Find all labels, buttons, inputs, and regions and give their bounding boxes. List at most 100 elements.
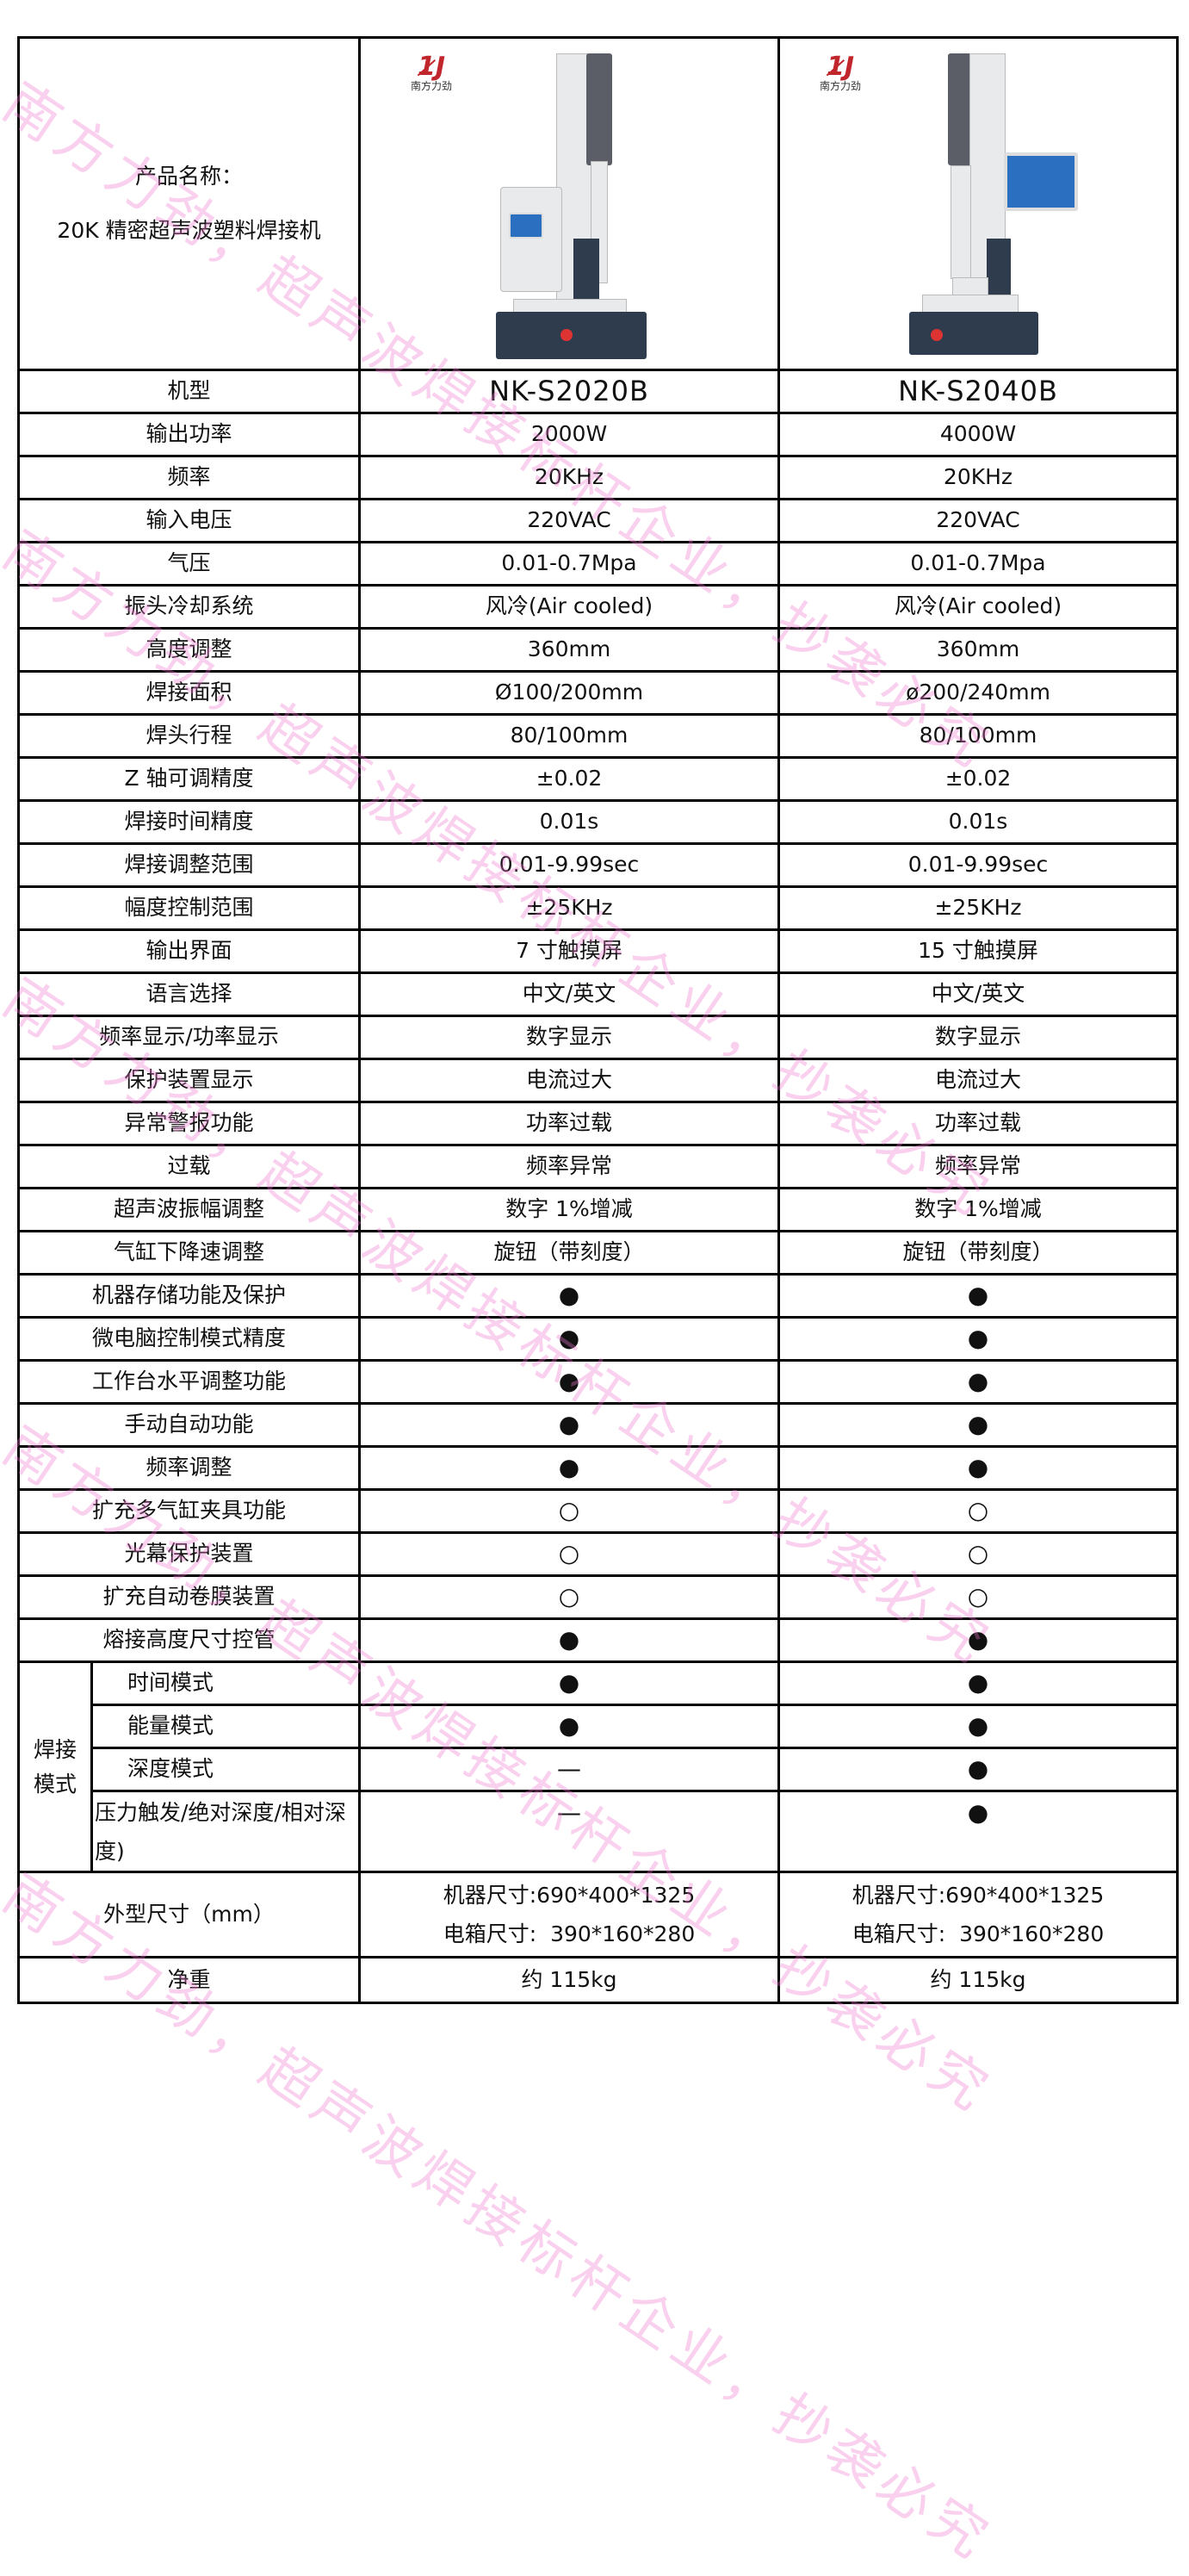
spec-value-b: 360mm xyxy=(777,627,1179,673)
spec-value-a: 功率过载 xyxy=(358,1101,780,1146)
spec-value-a: ● xyxy=(358,1359,780,1405)
spec-value-a: 频率异常 xyxy=(358,1144,780,1189)
spec-row: 扩充自动卷膜装置 ○ ○ xyxy=(17,1574,1179,1620)
spec-row: 焊头行程 80/100mm 80/100mm xyxy=(17,713,1179,759)
spec-label: 输出界面 xyxy=(17,928,361,974)
spec-row: 微电脑控制模式精度 ● ● xyxy=(17,1316,1179,1362)
spec-value-b: 80/100mm xyxy=(777,713,1179,759)
spec-row: 超声波振幅调整 数字 1%增减 数字 1%增减 xyxy=(17,1187,1179,1232)
weld-mode-value-b: ● xyxy=(777,1660,1179,1706)
spec-row: 手动自动功能 ● ● xyxy=(17,1402,1179,1448)
spec-row: 振头冷却系统 风冷(Air cooled) 风冷(Air cooled) xyxy=(17,584,1179,630)
machine-size: 机器尺寸:690*400*1325 xyxy=(443,1883,696,1908)
brand-logo: 1̷J 南方力劲 xyxy=(410,51,452,92)
spec-row: 机器存储功能及保护 ● ● xyxy=(17,1273,1179,1319)
weight-row: 净重约 115kg 约 115kg xyxy=(17,1956,1179,2004)
spec-value-a: ● xyxy=(358,1273,780,1319)
weld-mode-label: 深度模式 xyxy=(90,1747,361,1792)
model-a: NK-S2020B xyxy=(358,369,780,414)
brand-logo: 1̷J 南方力劲 xyxy=(819,51,861,92)
spec-value-b: ○ xyxy=(777,1531,1179,1577)
spec-value-a: 旋钮（带刻度） xyxy=(358,1230,780,1276)
spec-value-b: ● xyxy=(777,1316,1179,1362)
spec-label: 微电脑控制模式精度 xyxy=(17,1316,361,1362)
spec-value-b: ±25KHz xyxy=(777,885,1179,931)
weld-mode-row: 深度模式 — ● xyxy=(19,1747,1179,1792)
spec-row: Z 轴可调精度 ±0.02 ±0.02 xyxy=(17,756,1179,802)
weld-mode-group-label: 焊接模式 xyxy=(17,1660,93,1873)
spec-value-b: ±0.02 xyxy=(777,756,1179,802)
spec-value-b: 0.01-0.7Mpa xyxy=(777,541,1179,587)
weld-mode-row: 焊接模式 时间模式 ● ● xyxy=(17,1660,1179,1873)
electric-box-size: 电箱尺寸: 390*160*280 xyxy=(851,1921,1105,1946)
spec-row: 异常警报功能 功率过载 功率过载 xyxy=(17,1101,1179,1146)
spec-value-a: 数字 1%增减 xyxy=(358,1187,780,1232)
spec-value-b: 频率异常 xyxy=(777,1144,1179,1189)
weld-mode-row: 能量模式 ● ● xyxy=(19,1704,1179,1749)
spec-label: 频率调整 xyxy=(17,1445,361,1491)
spec-value-a: 风冷(Air cooled) xyxy=(358,584,780,630)
weight-value-a: 约 115kg xyxy=(358,1956,780,2004)
spec-label: 高度调整 xyxy=(17,627,361,673)
spec-value-a: 2000W xyxy=(358,412,780,457)
spec-row: 高度调整 360mm 360mm xyxy=(17,627,1179,673)
spec-row: 气缸下降速调整 旋钮（带刻度） 旋钮（带刻度） xyxy=(17,1230,1179,1276)
spec-value-a: 360mm xyxy=(358,627,780,673)
weld-mode-label: 能量模式 xyxy=(90,1704,361,1749)
machine-image: 1̷J 南方力劲 xyxy=(411,49,698,359)
spec-value-b: 0.01-9.99sec xyxy=(777,842,1179,888)
dimensions-value-a: 机器尺寸:690*400*1325 电箱尺寸: 390*160*280 xyxy=(358,1871,780,1958)
spec-label: 频率 xyxy=(17,455,361,500)
spec-value-b: ● xyxy=(777,1617,1179,1663)
weight-label: 净重 xyxy=(17,1956,361,2004)
spec-value-b: 4000W xyxy=(777,412,1179,457)
spec-value-b: ø200/240mm xyxy=(777,670,1179,716)
spec-row: 工作台水平调整功能 ● ● xyxy=(17,1359,1179,1405)
spec-row: 过载 频率异常 频率异常 xyxy=(17,1144,1179,1189)
weld-mode-row: 压力触发/绝对深度/相对深度) — ● xyxy=(19,1790,1179,1873)
spec-label: 扩充自动卷膜装置 xyxy=(17,1574,361,1620)
spec-value-a: ±0.02 xyxy=(358,756,780,802)
machine-image: 1̷J 南方力劲 xyxy=(820,49,1107,359)
spec-row: 焊接面积 Ø100/200mm ø200/240mm xyxy=(17,670,1179,716)
product-name: 20K 精密超声波塑料焊接机 xyxy=(57,217,321,243)
product-row: 产品名称： 20K 精密超声波塑料焊接机 1̷J 南方力劲 xyxy=(17,36,1179,371)
spec-label: 光幕保护装置 xyxy=(17,1531,361,1577)
spec-label: 输入电压 xyxy=(17,498,361,543)
spec-value-a: ○ xyxy=(358,1574,780,1620)
spec-row: 幅度控制范围 ±25KHz ±25KHz xyxy=(17,885,1179,931)
spec-value-a: 0.01-9.99sec xyxy=(358,842,780,888)
spec-value-b: ● xyxy=(777,1402,1179,1448)
spec-label: 气压 xyxy=(17,541,361,587)
spec-value-b: 数字 1%增减 xyxy=(777,1187,1179,1232)
spec-value-b: 数字显示 xyxy=(777,1015,1179,1060)
spec-row: 频率显示/功率显示 数字显示 数字显示 xyxy=(17,1015,1179,1060)
spec-value-b: ○ xyxy=(777,1574,1179,1620)
spec-value-b: 15 寸触摸屏 xyxy=(777,928,1179,974)
spec-value-a: 中文/英文 xyxy=(358,971,780,1017)
spec-row: 输出功率 2000W 4000W xyxy=(17,412,1179,457)
spec-label: 熔接高度尺寸控管 xyxy=(17,1617,361,1663)
weld-mode-label: 压力触发/绝对深度/相对深度) xyxy=(90,1790,361,1873)
model-label: 机型 xyxy=(17,369,361,414)
product-image-a: 1̷J 南方力劲 xyxy=(358,36,780,371)
spec-value-a: ● xyxy=(358,1445,780,1491)
spec-row: 焊接时间精度 0.01s 0.01s xyxy=(17,799,1179,845)
weld-mode-value-b: ● xyxy=(777,1790,1179,1873)
spec-label: 手动自动功能 xyxy=(17,1402,361,1448)
spec-label: 工作台水平调整功能 xyxy=(17,1359,361,1405)
dimensions-row: 外型尺寸（mm） 机器尺寸:690*400*1325 电箱尺寸: 390*160*2… xyxy=(17,1871,1179,1958)
model-b: NK-S2040B xyxy=(777,369,1179,414)
weld-mode-value-a: — xyxy=(358,1790,780,1873)
weld-mode-value-a: ● xyxy=(358,1660,780,1706)
weight-value-b: 约 115kg xyxy=(777,1956,1179,2004)
weld-mode-value-a: — xyxy=(358,1747,780,1792)
spec-label: 扩充多气缸夹具功能 xyxy=(17,1488,361,1534)
spec-row: 气压 0.01-0.7Mpa 0.01-0.7Mpa xyxy=(17,541,1179,587)
spec-value-a: ○ xyxy=(358,1531,780,1577)
spec-label: 焊接时间精度 xyxy=(17,799,361,845)
spec-label: 频率显示/功率显示 xyxy=(17,1015,361,1060)
machine-size: 机器尺寸:690*400*1325 xyxy=(851,1883,1105,1908)
spec-label: 机器存储功能及保护 xyxy=(17,1273,361,1319)
weld-mode-value-b: ● xyxy=(777,1704,1179,1749)
